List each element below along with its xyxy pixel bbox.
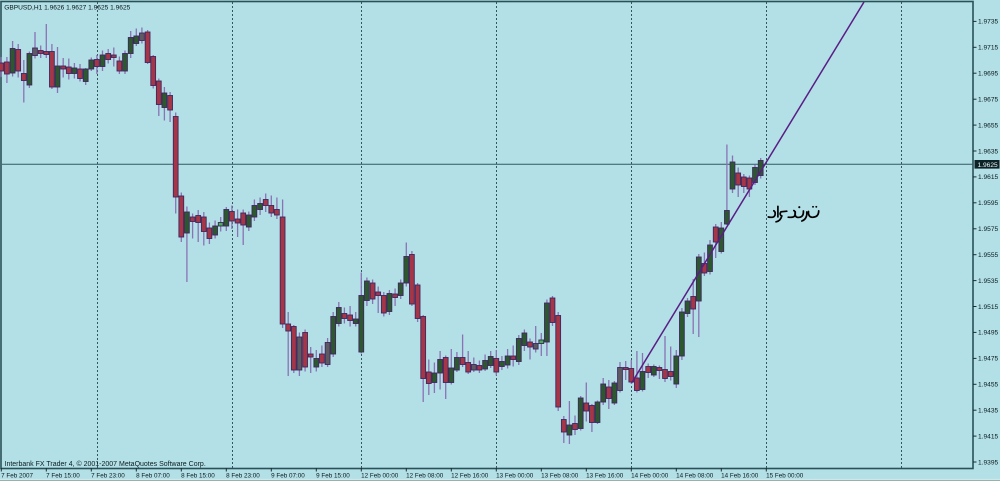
svg-text:1.9395: 1.9395 <box>978 459 999 466</box>
svg-text:8 Feb 15:00: 8 Feb 15:00 <box>181 472 215 479</box>
svg-text:13 Feb 08:00: 13 Feb 08:00 <box>541 472 579 479</box>
svg-text:1.9435: 1.9435 <box>978 408 999 415</box>
svg-text:14 Feb 00:00: 14 Feb 00:00 <box>631 472 669 479</box>
svg-text:7 Feb 15:00: 7 Feb 15:00 <box>46 472 80 479</box>
svg-text:13 Feb 16:00: 13 Feb 16:00 <box>586 472 624 479</box>
svg-text:1.9625: 1.9625 <box>978 162 999 169</box>
svg-text:1.9535: 1.9535 <box>978 278 999 285</box>
svg-text:1.9575: 1.9575 <box>978 226 999 233</box>
svg-text:1.9655: 1.9655 <box>978 122 999 129</box>
svg-text:8 Feb 23:00: 8 Feb 23:00 <box>226 472 260 479</box>
svg-text:1.9555: 1.9555 <box>978 252 999 259</box>
svg-text:1.9695: 1.9695 <box>978 71 999 78</box>
svg-text:8 Feb 07:00: 8 Feb 07:00 <box>136 472 170 479</box>
svg-text:9 Feb 07:00: 9 Feb 07:00 <box>271 472 305 479</box>
svg-text:1.9735: 1.9735 <box>978 19 999 26</box>
svg-text:1.9515: 1.9515 <box>978 304 999 311</box>
svg-text:1.9635: 1.9635 <box>978 148 999 155</box>
svg-text:1.9455: 1.9455 <box>978 382 999 389</box>
svg-text:14 Feb 16:00: 14 Feb 16:00 <box>721 472 759 479</box>
svg-text:Interbank FX Trader 4, © 2001-: Interbank FX Trader 4, © 2001-2007 MetaQ… <box>5 460 206 468</box>
svg-text:1.9495: 1.9495 <box>978 330 999 337</box>
svg-text:1.9415: 1.9415 <box>978 433 999 440</box>
svg-text:1.9715: 1.9715 <box>978 45 999 52</box>
svg-text:12 Feb 16:00: 12 Feb 16:00 <box>451 472 489 479</box>
svg-text:GBPUSD,H1 1.9626 1.9627 1.962: GBPUSD,H1 1.9626 1.9627 1.9625 1.9625 <box>4 5 130 12</box>
svg-text:12 Feb 08:00: 12 Feb 08:00 <box>406 472 444 479</box>
svg-text:1.9475: 1.9475 <box>978 356 999 363</box>
svg-text:7 Feb 2007: 7 Feb 2007 <box>1 472 33 479</box>
svg-text:1.9675: 1.9675 <box>978 97 999 104</box>
svg-text:1.9615: 1.9615 <box>978 174 999 181</box>
svg-text:7 Feb 23:00: 7 Feb 23:00 <box>91 472 125 479</box>
svg-text:12 Feb 00:00: 12 Feb 00:00 <box>361 472 399 479</box>
svg-text:15 Feb 00:00: 15 Feb 00:00 <box>766 472 804 479</box>
svg-text:1.9595: 1.9595 <box>978 200 999 207</box>
svg-text:9 Feb 15:00: 9 Feb 15:00 <box>316 472 350 479</box>
svg-text:14 Feb 08:00: 14 Feb 08:00 <box>676 472 714 479</box>
svg-text:13 Feb 00:00: 13 Feb 00:00 <box>496 472 534 479</box>
